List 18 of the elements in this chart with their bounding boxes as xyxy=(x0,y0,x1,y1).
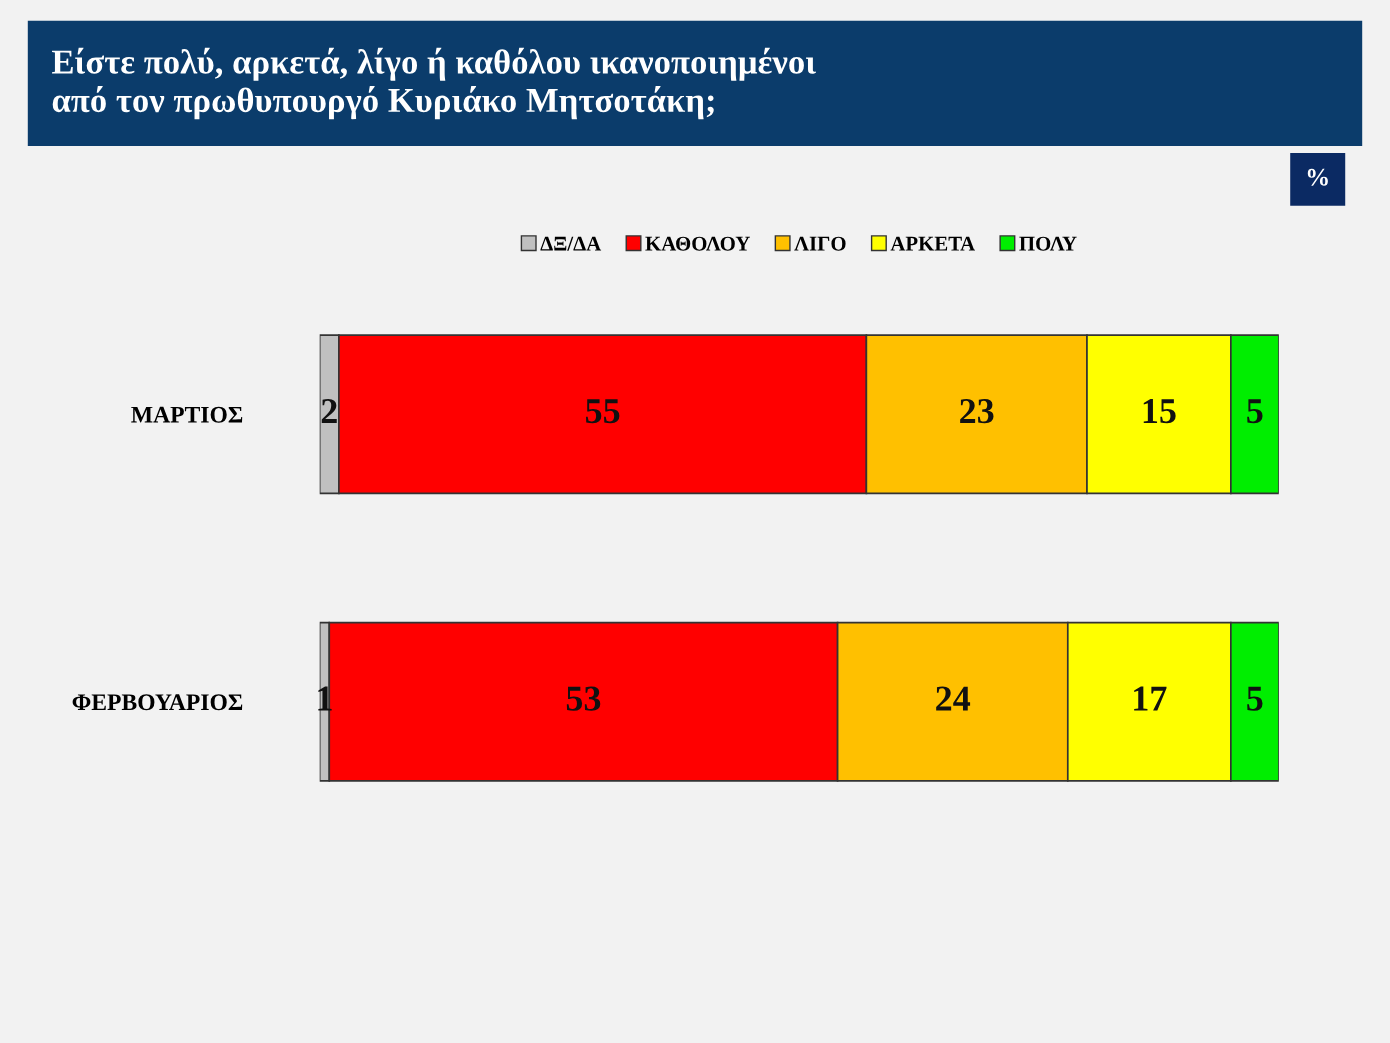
legend-label: ΠΟΛΥ xyxy=(1019,236,1077,251)
data-label: 5 xyxy=(1247,399,1263,424)
data-label: 15 xyxy=(1143,399,1176,424)
data-label: 17 xyxy=(1134,686,1167,711)
y-tick-label: ΦΕΡΒΟΥΑΡΙΟΣ xyxy=(72,694,243,711)
legend-label: ΔΞ/ΔΑ xyxy=(540,236,602,251)
text: % xyxy=(1307,168,1328,186)
y-tick-label: ΜΑΡΤΙΟΣ xyxy=(131,406,243,423)
chart-title: Είστε πολύ, αρκετά, λίγο ή καθόλου ικανοποιημένοι από τον πρωθυπουργό Κυριάκο Μητσοτάκη; xyxy=(52,47,816,120)
data-label: 2 xyxy=(321,399,337,423)
data-label: 23 xyxy=(960,399,994,424)
data-label: 55 xyxy=(586,399,620,424)
legend-label: ΑΡΚΕΤΑ xyxy=(890,236,975,251)
legend-label: ΚΑΘΟΛΟΥ xyxy=(645,236,750,251)
data-label: 24 xyxy=(936,686,971,711)
data-label: 53 xyxy=(566,686,601,711)
legend-label: ΛΙΓΟ xyxy=(794,236,846,251)
data-label: 5 xyxy=(1247,686,1263,711)
